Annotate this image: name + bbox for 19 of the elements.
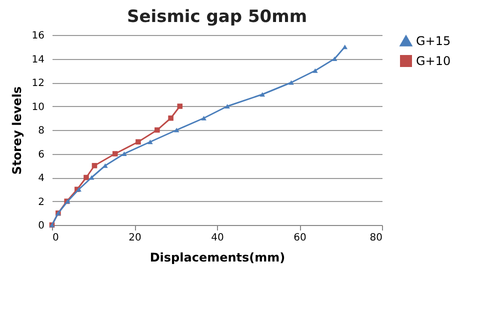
y-tick-label: 16 — [32, 30, 44, 42]
y-tick-label: 10 — [32, 102, 44, 113]
y-tick-label: 4 — [38, 173, 44, 184]
x-tick-label: 0 — [52, 232, 59, 244]
legend-label: G+15 — [416, 34, 451, 48]
chart-title: Seismic gap 50mm — [126, 7, 308, 27]
y-tick-label: 8 — [38, 126, 44, 136]
y-tick-label: 2 — [38, 196, 44, 208]
x-tick-label: 60 — [294, 232, 306, 244]
y-tick-label: 0 — [38, 220, 44, 232]
x-tick-label: 40 — [211, 232, 224, 244]
legend-label: G+10 — [416, 54, 451, 68]
x-tick-label: 20 — [128, 232, 142, 244]
y-tick-label: 6 — [38, 149, 44, 160]
y-tick-label: 14 — [32, 54, 44, 66]
x-tick-label: 80 — [370, 232, 382, 244]
y-axis-title: Storey levels — [10, 86, 24, 175]
x-axis-title: Displacements(mm) — [150, 250, 286, 264]
y-tick-label: 12 — [32, 78, 44, 89]
